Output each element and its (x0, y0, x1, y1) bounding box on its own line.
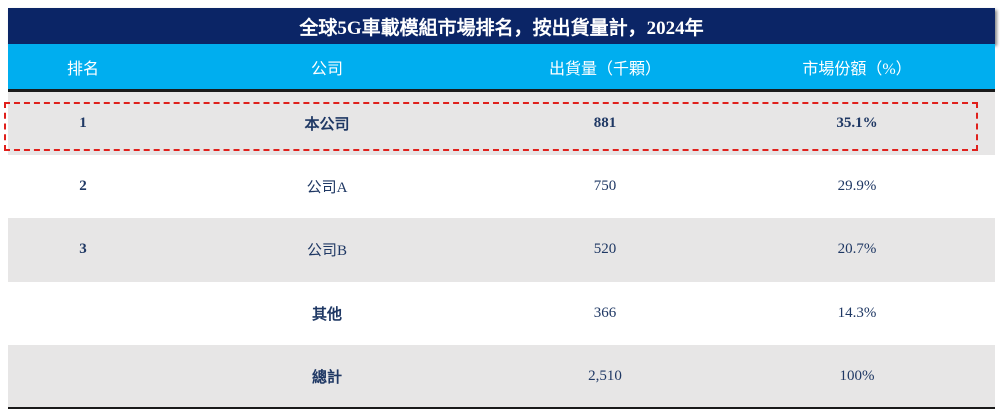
header-rule (8, 89, 995, 92)
table-title: 全球5G車載模組市場排名，按出貨量計，2024年 (8, 8, 995, 44)
row-background (8, 344, 995, 408)
table-cell: 總計 (311, 369, 342, 386)
table-cell: 本公司 (304, 117, 350, 134)
table-cell: 881 (593, 115, 617, 132)
table-cell: 其他 (311, 306, 342, 323)
bottom-rule (8, 407, 995, 409)
highlight-box (4, 102, 978, 151)
row-background (8, 218, 995, 282)
table-cell: 100% (839, 367, 875, 384)
header-row (8, 44, 995, 90)
table-cell: 35.1% (836, 115, 878, 132)
table-cell: 14.3% (837, 304, 877, 321)
table-cell: 520 (593, 241, 617, 258)
table-cell: 29.9% (837, 178, 877, 195)
column-header: 公司 (310, 61, 343, 78)
column-header: 市場份額（%） (802, 61, 912, 78)
table-cell: 2 (79, 178, 87, 195)
column-header: 排名 (66, 61, 99, 78)
table-cell: 1 (79, 115, 87, 132)
table-cell: 公司A (306, 180, 348, 197)
table-cell: 2,510 (588, 367, 622, 384)
column-header: 出貨量（千顆） (548, 61, 661, 78)
table-cell: 750 (593, 178, 617, 195)
table-cell: 公司B (306, 243, 347, 260)
table-cell: 20.7% (837, 241, 877, 258)
table-cell: 3 (79, 241, 87, 258)
table-cell: 366 (593, 304, 617, 321)
